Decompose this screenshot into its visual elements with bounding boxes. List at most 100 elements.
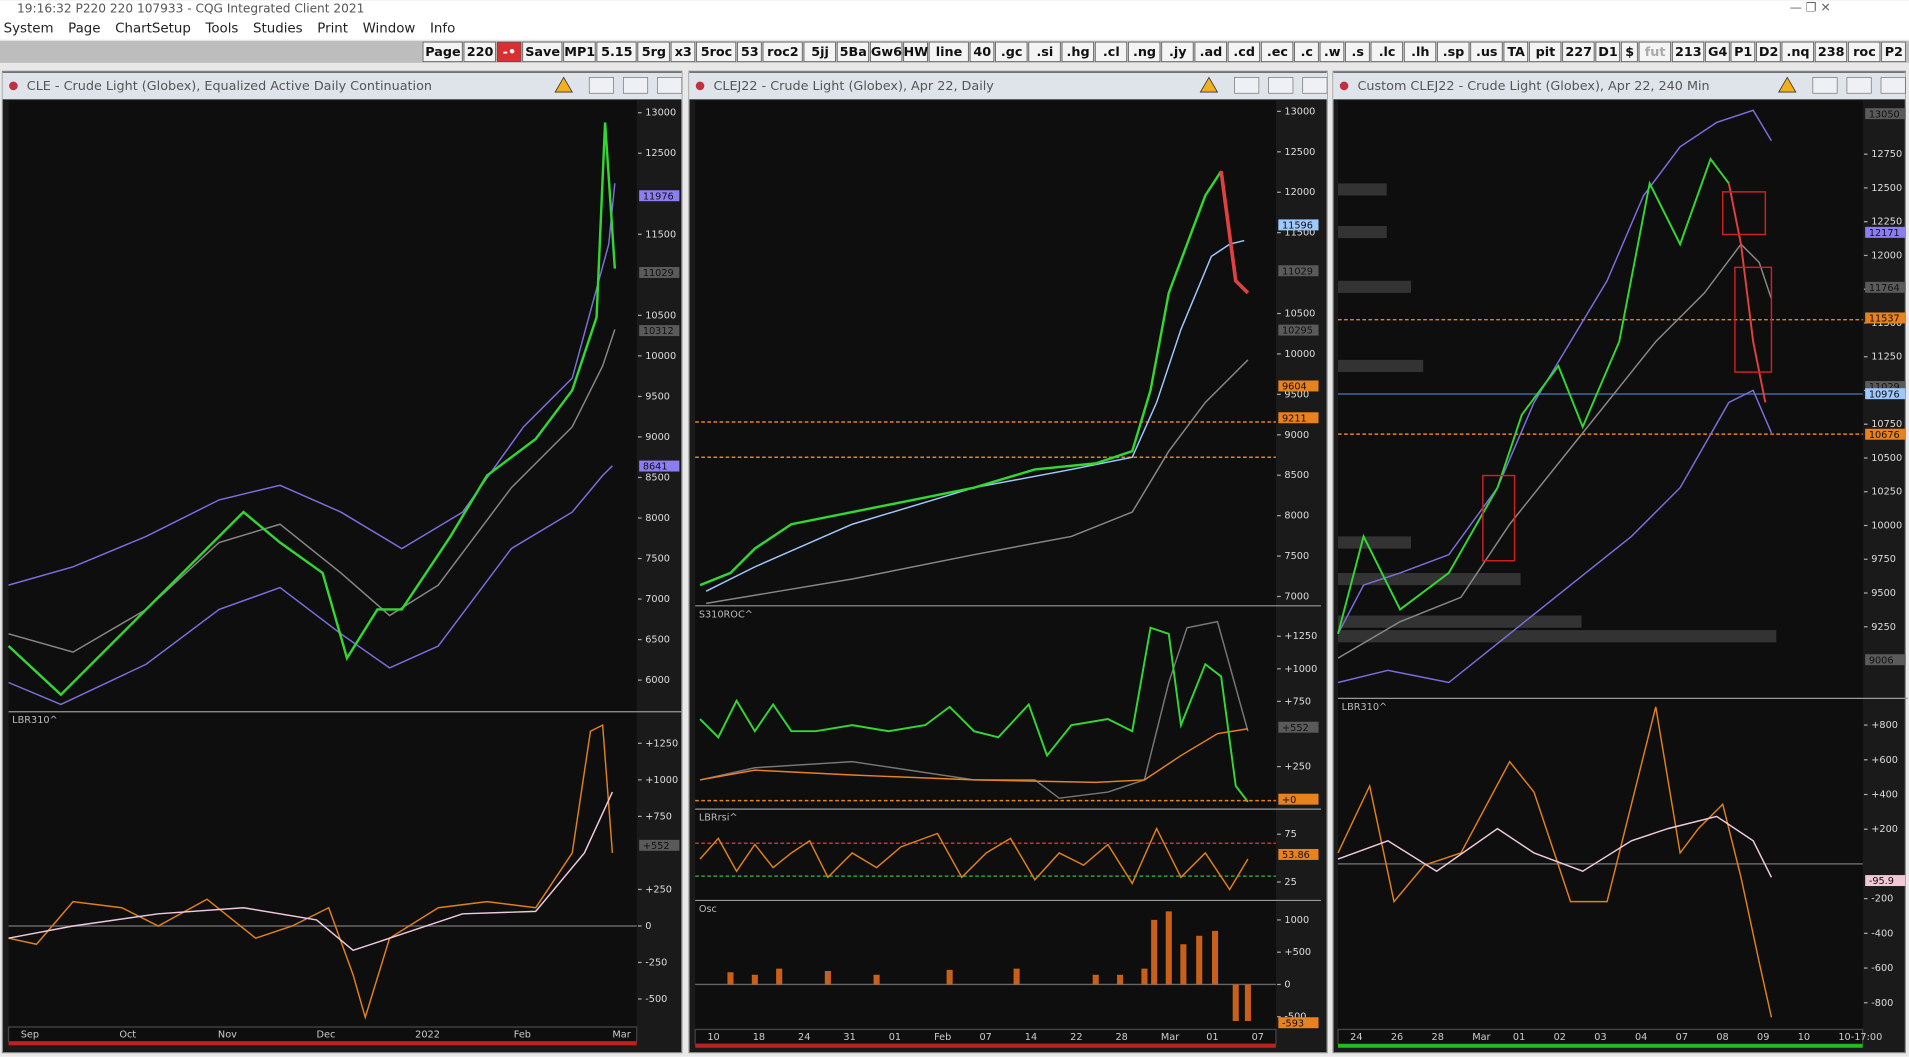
x-tick-label: 24 bbox=[798, 1032, 810, 1043]
toolbar-button[interactable] bbox=[1061, 41, 1094, 62]
toolbar-button[interactable] bbox=[1261, 41, 1294, 62]
toolbar-button[interactable] bbox=[1194, 41, 1227, 62]
toolbar-button[interactable] bbox=[1294, 41, 1319, 62]
y-tick-label: 10500 bbox=[1871, 453, 1902, 464]
toolbar-button[interactable] bbox=[1756, 41, 1781, 62]
band bbox=[8, 183, 616, 586]
menu-item[interactable]: System bbox=[4, 22, 54, 37]
toolbar-button[interactable] bbox=[596, 41, 637, 62]
toolbar-button[interactable] bbox=[803, 41, 836, 62]
window-button[interactable] bbox=[622, 77, 649, 94]
alert-icon[interactable] bbox=[554, 76, 573, 93]
price bbox=[7, 122, 617, 697]
price-marker bbox=[1865, 875, 1906, 887]
menu-item[interactable]: Studies bbox=[253, 22, 303, 37]
y-tick-label: 11250 bbox=[1871, 352, 1902, 363]
toolbar-button[interactable] bbox=[1370, 41, 1403, 62]
toolbar-button-label: D2 bbox=[1759, 45, 1778, 60]
price-marker bbox=[1865, 428, 1906, 440]
menu-item[interactable]: ChartSetup bbox=[115, 22, 191, 37]
toolbar-button[interactable] bbox=[1705, 41, 1730, 62]
toolbar-button[interactable] bbox=[969, 41, 995, 62]
toolbar-button[interactable] bbox=[522, 41, 563, 62]
toolbar-button[interactable] bbox=[928, 41, 969, 62]
toolbar-button[interactable] bbox=[1503, 41, 1529, 62]
toolbar-button[interactable] bbox=[836, 41, 870, 62]
toolbar-button[interactable] bbox=[1028, 41, 1061, 62]
price-marker bbox=[1278, 848, 1319, 860]
toolbar-button[interactable] bbox=[1814, 41, 1848, 62]
price-marker-label: 13050 bbox=[1869, 109, 1900, 120]
toolbar-button-label: 220 bbox=[467, 45, 494, 60]
y-tick-label: 7500 bbox=[1284, 551, 1309, 562]
menu-item[interactable]: Window bbox=[363, 22, 416, 37]
alert-icon[interactable] bbox=[1199, 76, 1219, 93]
toolbar-button[interactable] bbox=[1403, 41, 1437, 62]
toolbar-button[interactable] bbox=[637, 41, 670, 62]
toolbar-button[interactable] bbox=[762, 41, 803, 62]
toolbar-button[interactable] bbox=[870, 41, 903, 62]
toolbar-button[interactable] bbox=[1470, 41, 1503, 62]
window-button[interactable] bbox=[657, 77, 683, 94]
menu-item[interactable]: Page bbox=[68, 22, 100, 37]
alert-icon[interactable] bbox=[1777, 76, 1797, 93]
price-marker bbox=[1278, 721, 1319, 733]
menu-item[interactable]: Tools bbox=[204, 22, 238, 37]
window-button[interactable] bbox=[1846, 77, 1872, 94]
toolbar-button[interactable] bbox=[696, 41, 737, 62]
toolbar-button[interactable] bbox=[1562, 41, 1595, 62]
toolbar-button-label: 53 bbox=[741, 45, 759, 60]
window-button[interactable] bbox=[1812, 77, 1838, 94]
y-tick-label: 6000 bbox=[645, 675, 670, 686]
price-marker bbox=[639, 460, 680, 472]
toolbar-button[interactable] bbox=[1671, 41, 1705, 62]
toolbar-button[interactable] bbox=[422, 41, 463, 62]
window-button[interactable] bbox=[1234, 77, 1260, 94]
toolbar-button[interactable] bbox=[1161, 41, 1194, 62]
pane-label: S310ROC^ bbox=[699, 609, 753, 620]
toolbar-button[interactable] bbox=[563, 41, 596, 62]
window-button[interactable] bbox=[1302, 77, 1328, 94]
toolbar-button-label: TA bbox=[1507, 45, 1525, 60]
y-tick-label: +400 bbox=[1871, 789, 1898, 800]
toolbar-button[interactable] bbox=[1345, 41, 1370, 62]
price-marker-label: 12171 bbox=[1869, 228, 1900, 239]
toolbar-button[interactable] bbox=[1638, 41, 1671, 62]
x-tick-label: 24 bbox=[1350, 1032, 1362, 1043]
y-tick-label: +750 bbox=[1284, 696, 1311, 707]
price-marker-label: +552 bbox=[643, 841, 670, 852]
toolbar-button[interactable] bbox=[1094, 41, 1128, 62]
toolbar-button[interactable] bbox=[995, 41, 1028, 62]
menu-item[interactable]: Info bbox=[430, 22, 455, 37]
toolbar-button[interactable] bbox=[1595, 41, 1620, 62]
window-button[interactable] bbox=[588, 77, 614, 94]
menu-item[interactable]: Print bbox=[317, 22, 348, 37]
toolbar-button[interactable] bbox=[1437, 41, 1470, 62]
toolbar-button[interactable] bbox=[463, 41, 496, 62]
pane-label: LBR310^ bbox=[1342, 702, 1388, 713]
toolbar-button[interactable] bbox=[1621, 41, 1638, 62]
y-tick-label: 25 bbox=[1284, 877, 1296, 888]
window-button[interactable] bbox=[1880, 77, 1906, 94]
toolbar-button[interactable] bbox=[1781, 41, 1814, 62]
toolbar-button[interactable] bbox=[1319, 41, 1345, 62]
toolbar-button[interactable] bbox=[737, 41, 762, 62]
toolbar-button[interactable] bbox=[1529, 41, 1562, 62]
toolbar-button[interactable] bbox=[496, 41, 522, 62]
toolbar-button-label: .cd bbox=[1233, 45, 1255, 60]
window-button[interactable] bbox=[1268, 77, 1294, 94]
y-tick-label: 6500 bbox=[645, 635, 670, 646]
toolbar-button[interactable] bbox=[1227, 41, 1260, 62]
toolbar-button[interactable] bbox=[670, 41, 696, 62]
toolbar-button[interactable] bbox=[1128, 41, 1161, 62]
pane-label: Osc bbox=[699, 904, 717, 915]
oscillator bbox=[8, 723, 614, 1020]
toolbar-button[interactable] bbox=[1881, 41, 1906, 62]
oscillator bbox=[1337, 706, 1773, 1018]
toolbar-button[interactable] bbox=[1730, 41, 1756, 62]
toolbar-button[interactable] bbox=[903, 41, 928, 62]
x-tick-label: 04 bbox=[1635, 1032, 1647, 1043]
toolbar-button-label: .s bbox=[1352, 45, 1364, 60]
toolbar-button-label: 5.15 bbox=[601, 45, 633, 60]
toolbar-button[interactable] bbox=[1848, 41, 1881, 62]
